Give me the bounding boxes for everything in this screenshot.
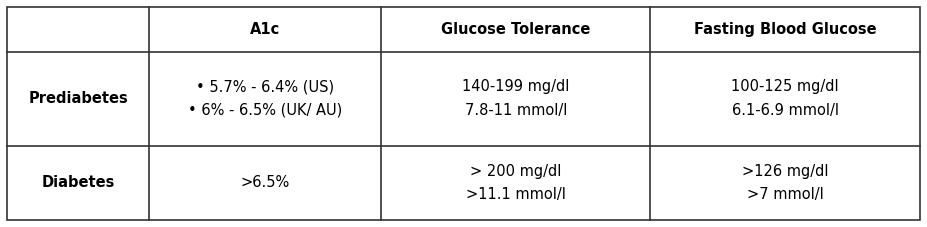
- Text: Fasting Blood Glucose: Fasting Blood Glucose: [693, 22, 876, 37]
- Text: >6.5%: >6.5%: [240, 175, 290, 190]
- Text: Glucose Tolerance: Glucose Tolerance: [441, 22, 590, 37]
- Text: Prediabetes: Prediabetes: [28, 91, 128, 106]
- Text: Diabetes: Diabetes: [42, 175, 115, 190]
- Text: A1c: A1c: [250, 22, 280, 37]
- Text: > 200 mg/dl
>11.1 mmol/l: > 200 mg/dl >11.1 mmol/l: [466, 164, 565, 202]
- Text: 140-199 mg/dl
7.8-11 mmol/l: 140-199 mg/dl 7.8-11 mmol/l: [463, 79, 569, 118]
- Text: 100-125 mg/dl
6.1-6.9 mmol/l: 100-125 mg/dl 6.1-6.9 mmol/l: [731, 79, 839, 118]
- Text: >126 mg/dl
>7 mmol/l: >126 mg/dl >7 mmol/l: [742, 164, 829, 202]
- Text: • 5.7% - 6.4% (US)
• 6% - 6.5% (UK/ AU): • 5.7% - 6.4% (US) • 6% - 6.5% (UK/ AU): [188, 79, 342, 118]
